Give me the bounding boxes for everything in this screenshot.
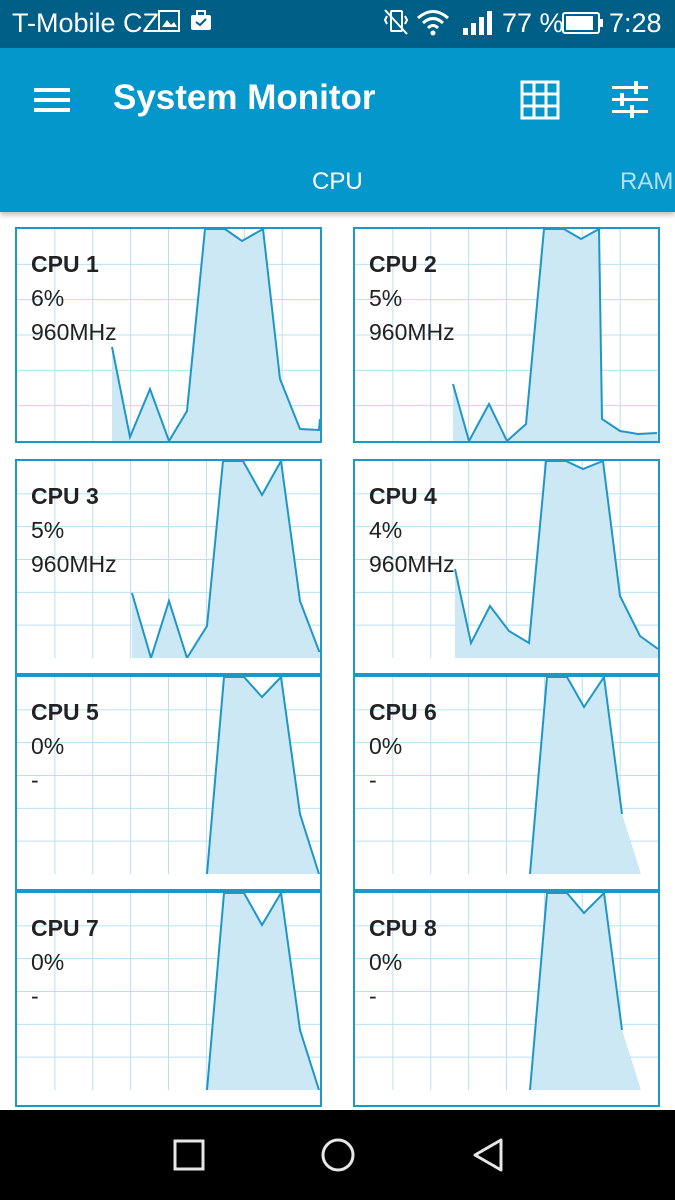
cpu-frequency: 960MHz (31, 319, 117, 345)
cpu-history-area (453, 229, 658, 441)
wifi-icon (416, 8, 450, 41)
cpu-history-line (454, 461, 658, 650)
cpu-card-8[interactable]: CPU 8 0% - (353, 891, 660, 1107)
cpu-graph (355, 461, 658, 658)
cpu-load: 0% (31, 949, 65, 975)
recents-icon (173, 1139, 205, 1171)
cpu-load: 0% (31, 733, 65, 759)
recents-button[interactable] (166, 1132, 212, 1178)
grid-icon (520, 80, 560, 120)
cpu-frequency: - (369, 983, 377, 1009)
signal-icon (462, 10, 492, 41)
cpu-history-line (131, 461, 320, 658)
cpu-name: CPU 3 (31, 483, 99, 509)
cpu-card-3[interactable]: CPU 3 5% 960MHz (15, 459, 322, 675)
tune-icon (612, 81, 648, 118)
cpu-history-area (207, 677, 320, 874)
cpu-name: CPU 8 (369, 915, 437, 941)
cpu-history-area (530, 893, 641, 1090)
cpu-load: 5% (31, 517, 65, 543)
battery-percent: 77 % (502, 8, 564, 38)
cpu-frequency: - (369, 767, 377, 793)
cpu-name: CPU 1 (31, 251, 99, 277)
battery-icon (562, 12, 604, 39)
status-bar: T-Mobile CZ 77 % 7:28 (0, 0, 675, 48)
cpu-load: 6% (31, 285, 65, 311)
cpu-card-7[interactable]: CPU 7 0% - (15, 891, 322, 1107)
cpu-name: CPU 7 (31, 915, 99, 941)
back-icon (473, 1138, 503, 1172)
cpu-history-line (452, 229, 658, 441)
cpu-history-area (530, 677, 641, 874)
tab-ram[interactable]: RAM (620, 168, 674, 195)
cpu-card-5[interactable]: CPU 5 0% - (15, 675, 322, 891)
briefcase-notification-icon (190, 10, 212, 37)
home-button[interactable] (315, 1132, 361, 1178)
cpu-load: 4% (369, 517, 403, 543)
carrier-name: T-Mobile CZ (12, 8, 160, 38)
cpu-graph (355, 893, 658, 1090)
cpu-history-area (112, 229, 320, 441)
cpu-graph (17, 229, 320, 441)
app-bar: System Monitor CPU RAM (0, 48, 675, 212)
cpu-card-4[interactable]: CPU 4 4% 960MHz (353, 459, 660, 675)
cpu-load: 0% (369, 949, 403, 975)
cpu-card-2[interactable]: CPU 2 5% 960MHz (353, 227, 660, 443)
cpu-card-6[interactable]: CPU 6 0% - (353, 675, 660, 891)
cpu-history-line (529, 677, 623, 874)
page-title: System Monitor (113, 78, 376, 117)
menu-icon (34, 88, 70, 112)
cpu-graph (17, 677, 320, 874)
cpu-history-line (206, 893, 320, 1090)
cpu-history-area (132, 461, 320, 658)
cpu-history-line (529, 893, 623, 1090)
settings-button[interactable] (608, 78, 652, 122)
navigation-bar (0, 1110, 675, 1200)
cpu-name: CPU 2 (369, 251, 437, 277)
clock: 7:28 (609, 8, 662, 38)
cpu-graph (355, 677, 658, 874)
cpu-history-area (455, 461, 658, 658)
tab-cpu[interactable]: CPU (312, 168, 363, 195)
cpu-name: CPU 4 (369, 483, 437, 509)
cpu-card-1[interactable]: CPU 1 6% 960MHz (15, 227, 322, 443)
cpu-history-line (111, 229, 320, 441)
cpu-graph (355, 229, 658, 441)
image-notification-icon (158, 10, 180, 37)
cpu-graph (17, 893, 320, 1090)
cpu-name: CPU 6 (369, 699, 437, 725)
cpu-frequency: 960MHz (369, 551, 455, 577)
cpu-load: 0% (369, 733, 403, 759)
grid-view-button[interactable] (518, 78, 562, 122)
back-button[interactable] (466, 1132, 512, 1178)
menu-button[interactable] (28, 80, 76, 120)
cpu-history-area (207, 893, 320, 1090)
cpu-load: 5% (369, 285, 403, 311)
home-icon (321, 1138, 355, 1172)
cpu-graph (17, 461, 320, 658)
cpu-frequency: 960MHz (369, 319, 455, 345)
cpu-history-line (206, 677, 320, 874)
cpu-frequency: - (31, 983, 39, 1009)
cpu-frequency: 960MHz (31, 551, 117, 577)
vibrate-icon (383, 8, 409, 41)
cpu-name: CPU 5 (31, 699, 99, 725)
cpu-frequency: - (31, 767, 39, 793)
